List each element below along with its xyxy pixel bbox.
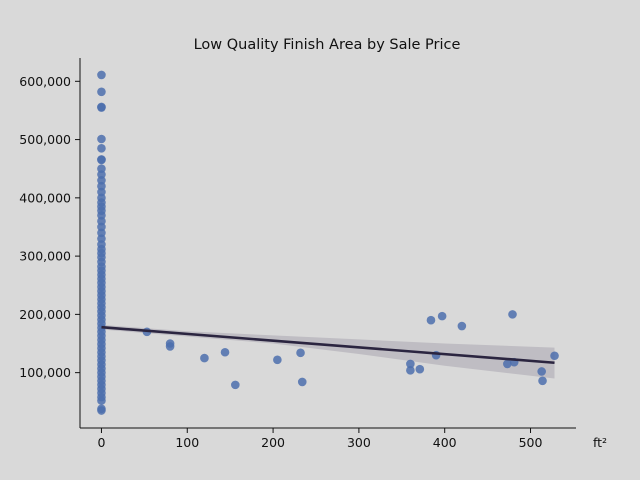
data-point xyxy=(550,351,559,361)
data-point xyxy=(97,87,106,97)
data-point xyxy=(97,70,106,80)
y-tick-label: 100,000 xyxy=(19,365,71,380)
data-point xyxy=(538,376,547,386)
axes xyxy=(79,58,576,429)
x-tick-label: 200 xyxy=(261,435,285,450)
y-tick-label: 300,000 xyxy=(19,249,71,264)
data-point xyxy=(296,348,305,358)
data-point xyxy=(406,366,415,375)
data-point xyxy=(165,342,175,351)
y-axis-ticks: 100,000 200,000 300,000 400,000 500,000 600,0… xyxy=(19,74,80,380)
data-point xyxy=(200,353,209,363)
x-tick-label: 0 xyxy=(97,435,105,450)
y-tick-label: 600,000 xyxy=(19,74,71,89)
chart-title: Low Quality Finish Area by Sale Price xyxy=(194,37,461,53)
data-point xyxy=(97,155,106,165)
data-point xyxy=(426,315,436,325)
data-point xyxy=(97,134,106,144)
regression-line xyxy=(101,325,555,365)
x-tick-label: 300 xyxy=(347,435,371,450)
data-point xyxy=(437,311,447,321)
data-point xyxy=(97,406,106,415)
data-point xyxy=(97,144,106,153)
confidence-band xyxy=(101,324,555,379)
y-tick-label: 500,000 xyxy=(19,132,71,147)
x-axis-unit-label: ft² xyxy=(593,435,607,450)
x-tick-label: 100 xyxy=(175,435,199,450)
data-point xyxy=(97,396,106,405)
data-point xyxy=(97,103,106,112)
y-tick-label: 400,000 xyxy=(19,190,71,205)
data-point xyxy=(273,355,282,365)
y-tick-label: 200,000 xyxy=(19,307,71,322)
x-tick-label: 500 xyxy=(519,435,543,450)
data-point xyxy=(537,367,546,376)
data-point xyxy=(457,321,467,331)
data-point xyxy=(231,380,240,390)
data-point xyxy=(297,377,307,387)
data-point xyxy=(503,359,512,369)
x-axis-ticks: 0 100 200 300 400 500 xyxy=(97,428,542,450)
data-point xyxy=(220,347,230,357)
data-points xyxy=(97,70,559,415)
data-point xyxy=(406,359,415,369)
x-tick-label: 400 xyxy=(433,435,457,450)
data-point xyxy=(508,310,517,319)
data-point xyxy=(415,364,425,374)
